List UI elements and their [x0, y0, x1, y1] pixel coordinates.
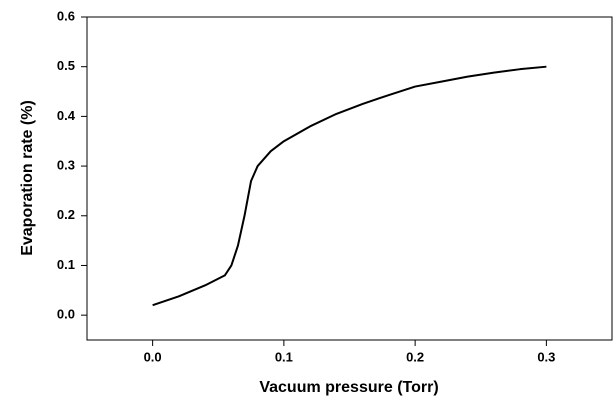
x-tick-label: 0.0	[144, 349, 162, 364]
x-tick-label: 0.2	[406, 349, 424, 364]
data-line	[152, 65, 547, 307]
y-tick-label: 0.0	[57, 307, 75, 322]
x-axis-title: Vacuum pressure (Torr)	[259, 379, 438, 396]
y-tick-label: 0.5	[57, 58, 75, 73]
y-tick-label: 0.6	[57, 8, 75, 23]
plot-frame	[86, 16, 613, 341]
y-axis-title: Evaporation rate (%)	[19, 100, 36, 256]
x-tick-label: 0.3	[537, 349, 555, 364]
y-tick-label: 0.1	[57, 257, 75, 272]
x-tick-label: 0.1	[275, 349, 293, 364]
y-tick-label: 0.4	[57, 108, 76, 123]
y-tick-label: 0.2	[57, 207, 75, 222]
y-tick-label: 0.3	[57, 158, 75, 173]
